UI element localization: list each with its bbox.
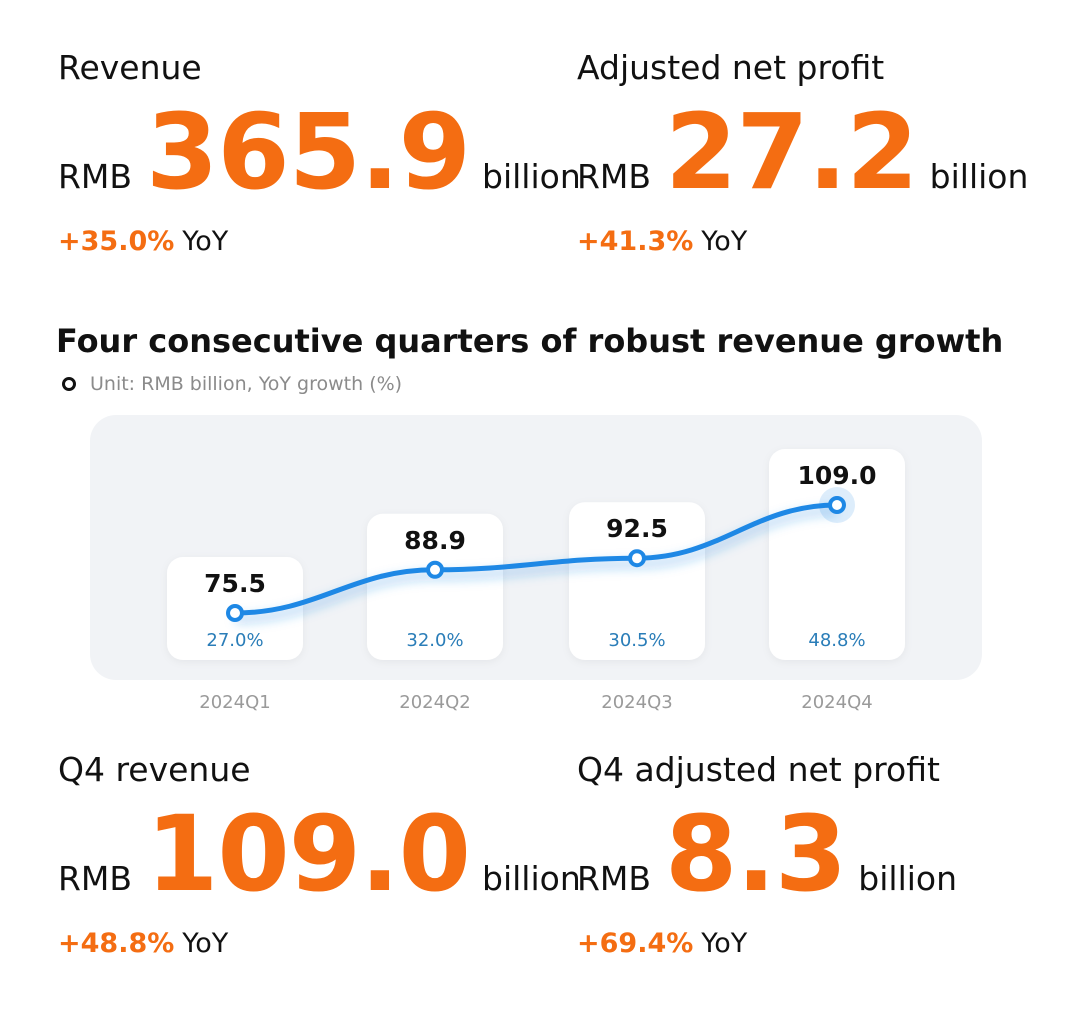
- data-label: 75.5: [204, 569, 266, 598]
- x-tick-label: 2024Q3: [601, 692, 672, 713]
- chart-unit-text: Unit: RMB billion, YoY growth (%): [90, 373, 403, 395]
- revenue-yoy-label: YoY: [182, 226, 229, 257]
- adjusted-net-profit-currency: RMB: [577, 157, 652, 196]
- q4-adjusted-net-profit-yoy-label: YoY: [701, 928, 748, 959]
- series-line-glow: [234, 506, 838, 624]
- chart-unit-note: Unit: RMB billion, YoY growth (%): [62, 373, 402, 395]
- revenue-unit: billion: [482, 157, 581, 196]
- revenue-yoy-pct: +35.0%: [58, 226, 175, 257]
- q4-revenue-label: Q4 revenue: [58, 750, 251, 789]
- q4-adjusted-net-profit-yoy-pct: +69.4%: [577, 928, 694, 959]
- series-line: [232, 502, 840, 616]
- data-label: 109.0: [797, 461, 876, 490]
- q4-adjusted-net-profit-label: Q4 adjusted net profit: [577, 750, 940, 789]
- adjusted-net-profit-yoy-pct: +41.3%: [577, 226, 694, 257]
- adjusted-net-profit-value-row: RMB 27.2 billion: [577, 100, 1028, 204]
- data-label: 92.5: [606, 514, 668, 543]
- revenue-yoy: +35.0% YoY: [58, 226, 228, 257]
- x-tick-label: 2024Q2: [399, 692, 470, 713]
- data-point: [226, 604, 244, 622]
- q4-adjusted-net-profit-value-row: RMB 8.3 billion: [577, 802, 957, 906]
- q4-adjusted-net-profit-value: 8.3: [665, 793, 847, 915]
- q4-adjusted-net-profit-currency: RMB: [577, 859, 652, 898]
- quarter-card: [569, 502, 705, 660]
- unit-dot-icon: [62, 377, 76, 391]
- quarter-card: [367, 513, 503, 660]
- adjusted-net-profit-unit: billion: [929, 157, 1029, 196]
- data-point: [828, 496, 846, 514]
- revenue-label: Revenue: [58, 48, 202, 87]
- revenue-currency: RMB: [58, 157, 133, 196]
- adjusted-net-profit-label: Adjusted net profit: [577, 48, 885, 87]
- x-tick-label: 2024Q1: [199, 692, 270, 713]
- chart-title: Four consecutive quarters of robust reve…: [56, 322, 1004, 360]
- x-tick-label: 2024Q4: [801, 692, 872, 713]
- q4-revenue-yoy: +48.8% YoY: [58, 928, 228, 959]
- q4-revenue-unit: billion: [482, 859, 581, 898]
- q4-revenue-value-row: RMB 109.0 billion: [58, 802, 581, 906]
- revenue-value-row: RMB 365.9 billion: [58, 100, 581, 204]
- adjusted-net-profit-value: 27.2: [665, 91, 919, 213]
- quarter-card: [769, 449, 905, 660]
- adjusted-net-profit-yoy: +41.3% YoY: [577, 226, 747, 257]
- yoy-growth-label: 30.5%: [608, 630, 665, 651]
- q4-revenue-yoy-pct: +48.8%: [58, 928, 175, 959]
- data-label: 88.9: [404, 526, 466, 555]
- data-point: [628, 549, 646, 568]
- adjusted-net-profit-yoy-label: YoY: [701, 226, 748, 257]
- data-point: [426, 560, 444, 579]
- q4-adjusted-net-profit-unit: billion: [858, 859, 958, 898]
- q4-revenue-value: 109.0: [146, 793, 471, 915]
- q4-adjusted-net-profit-yoy: +69.4% YoY: [577, 928, 747, 959]
- yoy-growth-label: 27.0%: [206, 630, 263, 651]
- q4-revenue-currency: RMB: [58, 859, 133, 898]
- q4-revenue-yoy-label: YoY: [182, 928, 229, 959]
- yoy-growth-label: 32.0%: [406, 630, 463, 651]
- yoy-growth-label: 48.8%: [808, 630, 865, 651]
- revenue-value: 365.9: [146, 91, 471, 213]
